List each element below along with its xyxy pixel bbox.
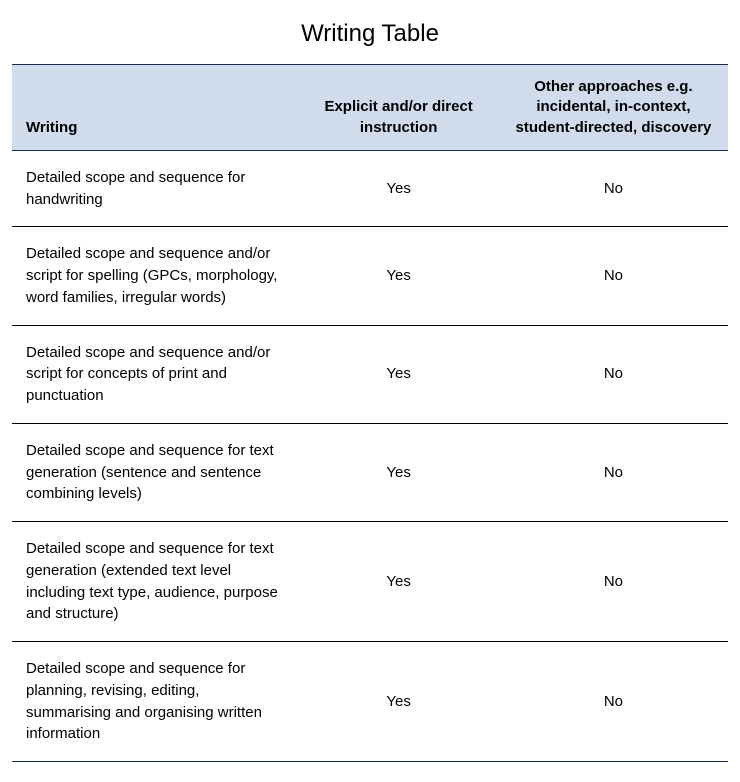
row-label: Detailed scope and sequence for text gen… <box>12 522 298 642</box>
row-label: Detailed scope and sequence for handwrit… <box>12 150 298 227</box>
table-row: Detailed scope and sequence and/or scrip… <box>12 227 728 325</box>
table-row: Detailed scope and sequence for text gen… <box>12 423 728 521</box>
table-row: Detailed scope and sequence for planning… <box>12 642 728 762</box>
table-header-row: Writing Explicit and/or direct instructi… <box>12 65 728 151</box>
cell-explicit: Yes <box>298 227 498 325</box>
page-title: Writing Table <box>12 20 728 48</box>
cell-other: No <box>499 325 728 423</box>
column-header-explicit: Explicit and/or direct instruction <box>298 65 498 151</box>
column-header-writing: Writing <box>12 65 298 151</box>
row-label: Detailed scope and sequence for planning… <box>12 642 298 762</box>
table-row: Detailed scope and sequence and/or scrip… <box>12 325 728 423</box>
cell-explicit: Yes <box>298 150 498 227</box>
cell-explicit: Yes <box>298 642 498 762</box>
cell-other: No <box>499 522 728 642</box>
table-row: Detailed scope and sequence for handwrit… <box>12 150 728 227</box>
cell-explicit: Yes <box>298 325 498 423</box>
cell-other: No <box>499 150 728 227</box>
row-label: Detailed scope and sequence and/or scrip… <box>12 325 298 423</box>
writing-table: Writing Explicit and/or direct instructi… <box>12 64 728 762</box>
cell-explicit: Yes <box>298 423 498 521</box>
cell-other: No <box>499 227 728 325</box>
cell-explicit: Yes <box>298 522 498 642</box>
row-label: Detailed scope and sequence for text gen… <box>12 423 298 521</box>
table-row: Detailed scope and sequence for text gen… <box>12 522 728 642</box>
cell-other: No <box>499 423 728 521</box>
row-label: Detailed scope and sequence and/or scrip… <box>12 227 298 325</box>
column-header-other: Other approaches e.g. incidental, in-con… <box>499 65 728 151</box>
cell-other: No <box>499 642 728 762</box>
